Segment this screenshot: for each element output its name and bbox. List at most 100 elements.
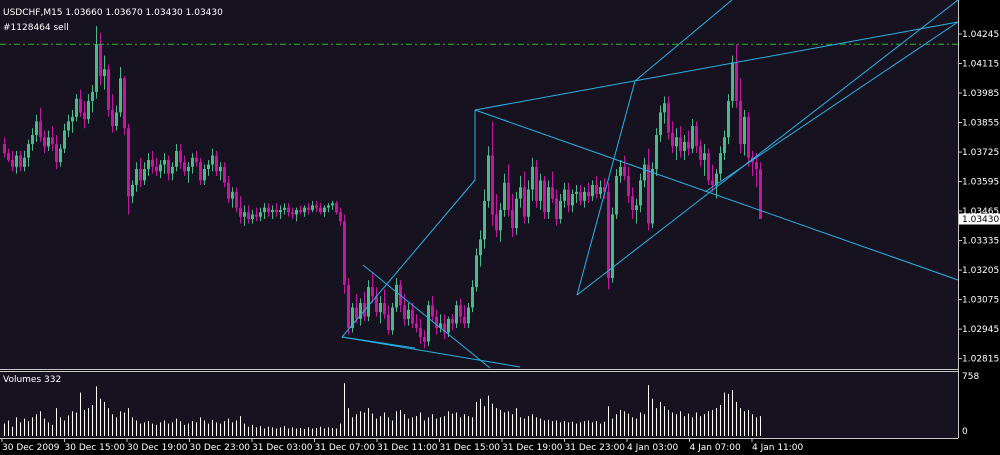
- candle-body: [175, 150, 178, 167]
- candle: [483, 189, 486, 249]
- candle: [279, 205, 282, 220]
- candle: [211, 148, 214, 172]
- candle: [471, 280, 474, 313]
- time-tick-label: 30 Dec 23:00: [190, 443, 251, 453]
- candle-body: [651, 169, 654, 224]
- trendline[interactable]: [704, 21, 959, 193]
- candle-body: [107, 69, 110, 111]
- candle: [375, 287, 378, 317]
- candle-body: [3, 144, 6, 154]
- candle: [291, 207, 294, 220]
- candle: [139, 157, 142, 188]
- candle-body: [63, 130, 66, 149]
- candle-body: [91, 91, 94, 101]
- candle-body: [527, 189, 530, 217]
- candle: [243, 205, 246, 226]
- candle: [259, 207, 262, 222]
- candle: [47, 130, 50, 151]
- candle-body: [475, 255, 478, 288]
- candle: [467, 302, 470, 328]
- time-tick-label: 4 Jan 03:00: [627, 443, 679, 453]
- candle-body: [87, 100, 90, 120]
- trendline[interactable]: [576, 80, 636, 296]
- candle: [699, 139, 702, 167]
- price-tick-label: 1.03335: [962, 237, 999, 247]
- candle-body: [139, 169, 142, 181]
- candle-body: [271, 209, 274, 213]
- candle: [23, 150, 26, 172]
- candle: [407, 302, 410, 326]
- time-tick-label: 31 Dec 23:00: [565, 443, 626, 453]
- candle-body: [723, 137, 726, 154]
- candle: [95, 26, 98, 99]
- candle: [447, 316, 450, 338]
- candle-body: [327, 205, 330, 208]
- candle: [123, 76, 126, 136]
- candle-body: [295, 209, 298, 215]
- volume-plot-area: [0, 371, 958, 438]
- candle-body: [323, 207, 326, 213]
- candle-body: [115, 112, 118, 126]
- candle-body: [211, 155, 214, 165]
- candle-body: [119, 78, 122, 113]
- candle-body: [267, 207, 270, 213]
- trendlines-group[interactable]: [341, 0, 959, 369]
- price-tick-label: 1.04245: [962, 30, 999, 40]
- trendline[interactable]: [576, 0, 959, 296]
- candle-body: [687, 141, 690, 149]
- candle-body: [747, 116, 750, 158]
- candle-body: [531, 166, 534, 190]
- candle: [3, 137, 6, 158]
- candle: [311, 200, 314, 213]
- candle: [335, 200, 338, 215]
- candle: [455, 300, 458, 328]
- candle-body: [263, 207, 266, 213]
- candle-body: [83, 112, 86, 120]
- candle: [131, 180, 134, 204]
- candle-body: [35, 121, 38, 136]
- candle-body: [755, 162, 758, 170]
- trendline[interactable]: [362, 264, 491, 369]
- candle: [51, 125, 54, 151]
- volume-axis-min: 0: [962, 427, 968, 437]
- candle: [739, 78, 742, 154]
- candle: [495, 194, 498, 238]
- candle: [251, 209, 254, 224]
- candle: [439, 314, 442, 333]
- candle-body: [547, 187, 550, 213]
- candle-body: [467, 307, 470, 324]
- candle-body: [607, 191, 610, 279]
- candle-body: [355, 307, 358, 319]
- trendline[interactable]: [474, 109, 959, 281]
- candle: [71, 110, 74, 133]
- candle-body: [231, 191, 234, 199]
- candle: [359, 298, 362, 326]
- candle-body: [147, 159, 150, 170]
- candle: [267, 203, 270, 217]
- candle: [387, 305, 390, 335]
- trendline[interactable]: [341, 179, 476, 338]
- candle-body: [155, 166, 158, 172]
- candle-body: [519, 187, 522, 199]
- candle-body: [375, 296, 378, 313]
- candle-body: [123, 78, 126, 129]
- trendline[interactable]: [474, 21, 959, 111]
- candle-body: [287, 207, 290, 213]
- candle: [327, 203, 330, 213]
- trendline[interactable]: [341, 336, 521, 368]
- candle: [179, 144, 182, 170]
- candle-body: [255, 214, 258, 217]
- price-tick-label: 1.03075: [962, 296, 999, 306]
- candle-body: [19, 155, 22, 167]
- candle-body: [127, 128, 130, 197]
- candle: [143, 162, 146, 185]
- candle-body: [515, 198, 518, 229]
- candle-body: [315, 205, 318, 208]
- candle-body: [563, 189, 566, 201]
- candle: [499, 203, 502, 242]
- candle-body: [159, 164, 162, 172]
- trendline[interactable]: [634, 0, 733, 82]
- candle: [743, 110, 746, 156]
